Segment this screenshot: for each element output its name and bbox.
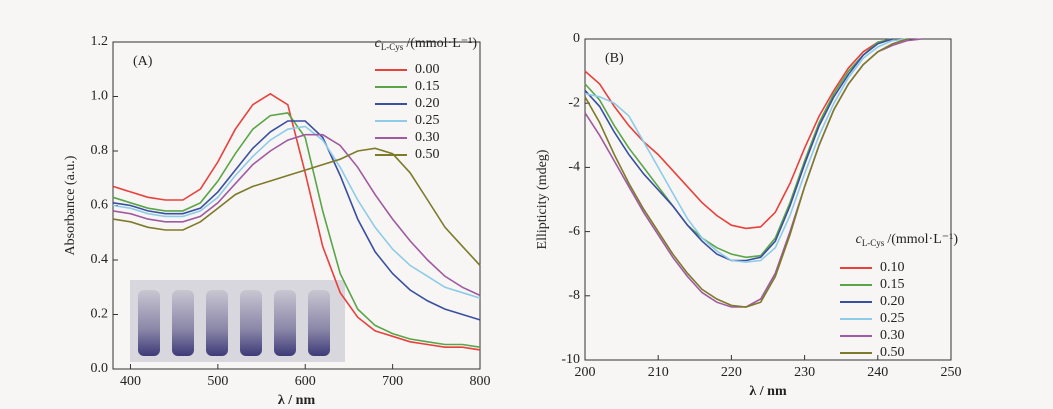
legend-title: cL-Cys/(mmol·L⁻¹) [375,36,478,52]
panel-label: (B) [605,51,624,66]
y-tick-label: 0.8 [91,143,109,158]
x-axis-label: λ / nm [749,384,787,399]
legend-label: 0.15 [415,79,440,94]
y-tick-label: 0.6 [91,198,109,213]
x-tick-label: 240 [867,365,888,380]
data-line [584,38,922,308]
legend-label: 0.15 [880,277,905,292]
legend-label: 0.25 [880,311,905,326]
data-line [112,92,481,351]
x-tick-label: 250 [941,365,962,380]
data-line [584,38,908,263]
legend-title-part: L-Cys [381,42,404,52]
y-tick-label: -2 [568,95,580,110]
x-tick-label: 800 [470,374,491,389]
x-tick-label: 400 [120,374,141,389]
legend-label: 0.00 [415,62,440,77]
data-line [584,38,893,230]
x-tick-label: 210 [648,365,669,380]
plot-frame [584,38,952,361]
data-line [112,112,481,348]
x-tick-label: 200 [575,365,596,380]
y-tick-label: -8 [568,288,580,303]
x-tick-label: 600 [295,374,316,389]
legend-label: 0.25 [415,113,440,128]
x-tick-label: 500 [207,374,228,389]
y-tick-label: -10 [561,352,580,367]
x-tick-label: 700 [382,374,403,389]
legend-title-part: c [856,232,863,247]
legend-label: 0.30 [415,130,440,145]
y-axis-label: Ellipticity (mdeg) [535,149,550,249]
legend-title: cL-Cys/(mmol·L⁻¹) [856,232,959,248]
legend-label: 0.50 [415,147,440,162]
x-axis-label: λ / nm [278,393,316,408]
data-line [112,147,481,266]
y-tick-label: 0.4 [91,252,109,267]
data-line [112,133,481,297]
legend-title-part: /(mmol·L⁻¹) [406,36,477,51]
y-tick-label: 0 [573,31,580,46]
data-line [112,125,481,299]
legend-label: 0.50 [880,345,905,360]
y-tick-label: -6 [568,224,580,239]
legend-label: 0.10 [880,260,905,275]
data-line [112,120,481,321]
panel-label: (A) [133,54,153,69]
y-tick-label: 0.0 [91,361,109,376]
legend-label: 0.20 [880,294,905,309]
data-line [584,38,908,308]
legend-label: 0.20 [415,96,440,111]
y-tick-label: 1.2 [91,34,109,49]
inset-photo [130,280,345,362]
y-tick-label: 1.0 [91,89,109,104]
legend-label: 0.30 [880,328,905,343]
y-axis-label: Absorbance (a.u.) [63,155,78,255]
x-tick-label: 230 [794,365,815,380]
y-tick-label: 0.2 [91,307,109,322]
data-line [584,38,893,259]
legend-title-part: /(mmol·L⁻¹) [887,232,958,247]
x-tick-label: 220 [721,365,742,380]
legend-title-part: L-Cys [862,238,885,248]
legend-title-part: c [375,36,382,51]
y-tick-label: -4 [568,160,580,175]
